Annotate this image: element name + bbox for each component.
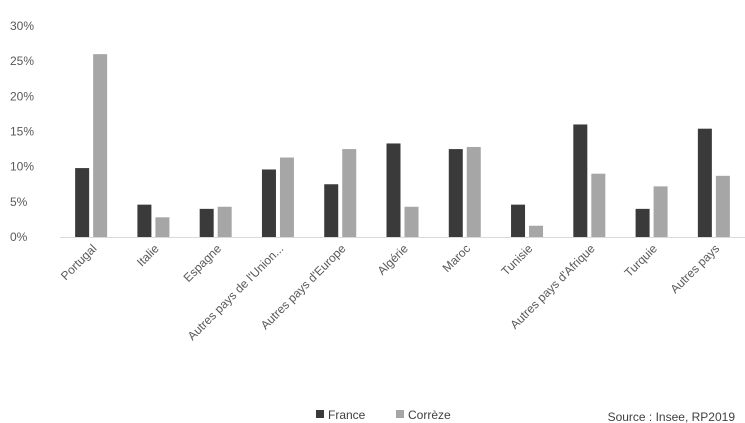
bar-france [137, 204, 152, 237]
x-tick-label: Algérie [375, 241, 412, 278]
bar-correze [279, 157, 294, 237]
legend-label-correze: Corrèze [408, 408, 451, 422]
bar-correze [715, 175, 730, 237]
x-tick-label: Portugal [58, 241, 100, 283]
y-tick-label: 5% [10, 195, 28, 209]
bar-correze [466, 146, 481, 237]
bar-france [697, 128, 712, 237]
x-tick-label: Espagne [181, 241, 225, 285]
x-tick-label: Italie [134, 241, 162, 269]
bar-correze [155, 217, 170, 237]
legend-swatch-correze [396, 410, 404, 418]
x-tick-label: Autres pays [668, 241, 723, 296]
x-tick-label: Turquie [622, 241, 661, 280]
bar-correze [342, 149, 357, 237]
x-tick-label: Tunisie [498, 241, 535, 278]
bar-france [75, 168, 90, 237]
source-note: Source : Insee, RP2019 [608, 410, 736, 423]
y-tick-label: 0% [10, 230, 28, 244]
bar-correze [653, 186, 668, 237]
bar-france [511, 204, 526, 237]
bar-correze [404, 206, 419, 237]
bar-france [386, 143, 401, 237]
bar-correze [93, 54, 108, 238]
bar-correze [217, 206, 232, 237]
y-tick-label: 20% [10, 89, 34, 103]
legend-label-france: France [328, 408, 366, 422]
bar-france [573, 124, 588, 237]
y-tick-label: 15% [10, 125, 34, 139]
bar-france [261, 169, 276, 237]
bar-france [324, 184, 339, 237]
legend: France Corrèze [316, 408, 451, 422]
bar-correze [591, 173, 606, 237]
bar-france [635, 208, 650, 237]
y-axis-ticks: 0% 5% 10% 15% 20% 25% 30% [10, 19, 34, 244]
bar-correze [529, 225, 544, 237]
x-tick-label: Maroc [440, 241, 473, 274]
y-tick-label: 30% [10, 19, 34, 33]
y-tick-label: 25% [10, 54, 34, 68]
bar-france [199, 208, 214, 237]
bar-france [448, 149, 463, 237]
bars [75, 54, 730, 238]
legend-swatch-france [316, 410, 324, 418]
y-tick-label: 10% [10, 160, 34, 174]
